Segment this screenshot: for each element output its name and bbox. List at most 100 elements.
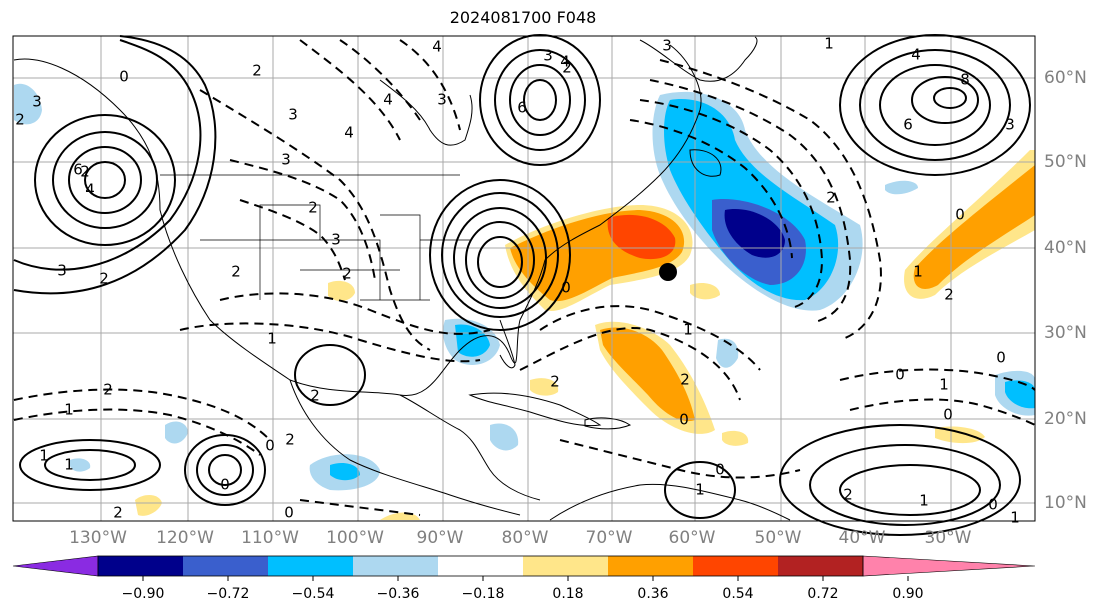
latitude-label: 40°N bbox=[1044, 238, 1087, 258]
dashed-us-trough-3 bbox=[239, 199, 346, 281]
latitude-label: 30°N bbox=[1044, 323, 1087, 343]
contour-east-coast-cyclone-5 bbox=[477, 236, 523, 288]
contour-quebec-2 bbox=[494, 49, 586, 151]
shade-subtrop-orange bbox=[600, 327, 695, 422]
longitude-label: 70°W bbox=[585, 528, 633, 548]
contour-label: 0 bbox=[679, 411, 689, 429]
shade-small-blue-1 bbox=[165, 421, 188, 444]
dashed-pacific-2 bbox=[13, 408, 261, 456]
contour-label: 1 bbox=[64, 401, 74, 419]
longitude-label: 60°W bbox=[668, 528, 716, 548]
north-america-coast bbox=[13, 44, 702, 396]
gulf-coast bbox=[399, 394, 541, 501]
contour-label: 4 bbox=[344, 124, 354, 142]
contour-pacific-low-4 bbox=[19, 439, 161, 491]
dashed-atlantic-trough-1 bbox=[659, 59, 882, 341]
contour-label: 2 bbox=[550, 373, 560, 391]
dashed-south bbox=[299, 499, 421, 516]
dashed-subtrop-2 bbox=[539, 305, 761, 371]
colorbar-segment bbox=[438, 556, 523, 576]
dashed-east-1 bbox=[839, 368, 1036, 391]
contour-label: 3 bbox=[331, 231, 341, 249]
contour-quebec-1 bbox=[479, 34, 601, 166]
longitude-label: 40°W bbox=[838, 528, 886, 548]
colorbar-tick-label: −0.18 bbox=[461, 586, 505, 602]
contour-label: 0 bbox=[988, 496, 998, 514]
colorbar-tick-label: −0.54 bbox=[291, 586, 335, 602]
colorbar-outline bbox=[97, 555, 864, 577]
contour-label: 0 bbox=[561, 279, 571, 297]
contour-label: 2 bbox=[99, 270, 109, 288]
contour-east-high-5 bbox=[933, 87, 967, 109]
contour-nw-high-2 bbox=[52, 131, 158, 229]
contour-label: 6 bbox=[517, 99, 527, 117]
latitude-label: 60°N bbox=[1044, 68, 1087, 88]
contour-east-coast-cyclone-1 bbox=[429, 179, 571, 331]
contour-label: 2 bbox=[285, 431, 295, 449]
contour-se-high-3 bbox=[839, 464, 981, 516]
contour-east-coast-cyclone-2 bbox=[441, 192, 559, 318]
contour-nw-high-3 bbox=[68, 146, 142, 214]
dashed-caribbean bbox=[559, 439, 801, 479]
latitude-label: 50°N bbox=[1044, 152, 1087, 172]
latitude-label: 10°N bbox=[1044, 493, 1087, 513]
contour-label: 2 bbox=[310, 387, 320, 405]
dashed-pacific-1 bbox=[13, 388, 271, 441]
shade-east-blue-dark bbox=[1005, 380, 1035, 409]
contour-label: 0 bbox=[715, 461, 725, 479]
shade-small-yellow-5 bbox=[135, 494, 162, 516]
map-frame bbox=[12, 35, 1036, 522]
contour-label: 3 bbox=[543, 47, 553, 65]
contour-label: 0 bbox=[265, 437, 275, 455]
contour-label: 0 bbox=[284, 504, 294, 522]
contour-label: 1 bbox=[39, 447, 49, 465]
contour-label: 1 bbox=[824, 35, 834, 53]
contour-nw-high-4 bbox=[84, 161, 126, 199]
colorbar-extend-high bbox=[862, 555, 1036, 577]
colorbar-segment bbox=[98, 556, 183, 576]
contour-label: 2 bbox=[113, 504, 123, 522]
contour-label: 1 bbox=[695, 481, 705, 499]
contour-se-high-2 bbox=[809, 444, 1001, 526]
colorbar-segment bbox=[778, 556, 863, 576]
longitude-label: 130°W bbox=[69, 528, 127, 548]
contour-label: 4 bbox=[911, 46, 921, 64]
contour-label: 1 bbox=[683, 321, 693, 339]
contour-quebec-3 bbox=[509, 64, 571, 136]
south-america-coast bbox=[549, 483, 791, 521]
shade-atlantic-blue-dark bbox=[724, 209, 785, 258]
shade-small-yellow-4 bbox=[722, 430, 749, 446]
contour-label: 3 bbox=[1005, 116, 1015, 134]
colorbar-tick-label: 0.18 bbox=[552, 586, 584, 602]
contour-label: 1 bbox=[1010, 509, 1020, 527]
shade-small-blue-2 bbox=[716, 338, 739, 368]
contour-east-high-2 bbox=[859, 49, 1011, 161]
contour-label: 0 bbox=[895, 366, 905, 384]
contour-nw-outer-2 bbox=[13, 35, 217, 295]
contour-pacific-low-5 bbox=[44, 449, 136, 481]
dashed-atlantic-trough-2 bbox=[649, 79, 852, 323]
colorbar-segment bbox=[353, 556, 438, 576]
contour-label: 1 bbox=[267, 330, 277, 348]
contour-label: 1 bbox=[64, 456, 74, 474]
colorbar-segment bbox=[523, 556, 608, 576]
contour-label: 0 bbox=[220, 476, 230, 494]
contour-label: 2 bbox=[944, 286, 954, 304]
contour-east-coast-cyclone-3 bbox=[453, 207, 547, 309]
contour-label: 3 bbox=[662, 37, 672, 55]
contour-label: 4 bbox=[432, 38, 442, 56]
colorbar-tick-label: 0.72 bbox=[807, 586, 839, 602]
shade-small-yellow-3 bbox=[935, 426, 985, 444]
contour-lines bbox=[13, 34, 1031, 536]
dashed-atlantic-trough-3 bbox=[639, 99, 824, 309]
contour-label: 0 bbox=[955, 206, 965, 224]
contour-label: 2 bbox=[680, 371, 690, 389]
shade-small-blue-4 bbox=[70, 458, 91, 472]
contour-east-high-1 bbox=[839, 34, 1031, 176]
dashed-north-3 bbox=[399, 39, 461, 131]
contour-pacific-low-3 bbox=[208, 454, 242, 486]
colorbar-segment bbox=[693, 556, 778, 576]
contour-label: 2 bbox=[342, 265, 352, 283]
latitude-label: 20°N bbox=[1044, 409, 1087, 429]
